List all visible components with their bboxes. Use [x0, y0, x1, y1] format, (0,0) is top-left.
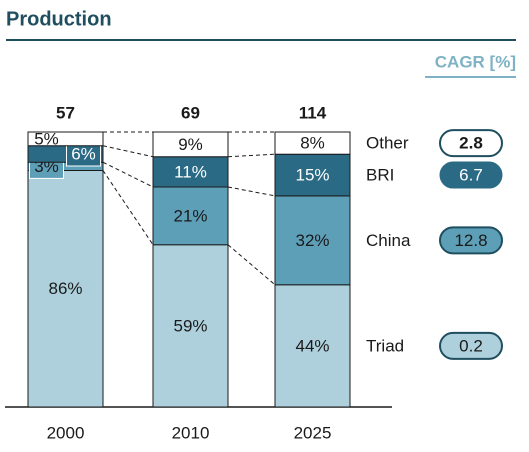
legend-label: Triad — [366, 336, 404, 355]
bar-segment — [274, 284, 351, 408]
x-tick-label: 2010 — [172, 423, 210, 442]
total-label: 114 — [299, 103, 327, 122]
value-label: 32% — [295, 231, 329, 250]
bar-segment — [152, 131, 229, 158]
value-label: 59% — [173, 316, 207, 335]
bar-segment — [274, 195, 351, 286]
x-tick-label: 2000 — [47, 423, 85, 442]
legend-label: BRI — [366, 166, 394, 185]
value-label: 11% — [174, 162, 207, 181]
bar-segment — [274, 131, 351, 155]
cagr-pill — [439, 226, 503, 255]
value-label: 21% — [173, 206, 207, 225]
cagr-value: 2.8 — [459, 134, 483, 153]
value-label: 9% — [178, 135, 203, 154]
cagr-pill — [439, 331, 503, 360]
cagr-header: CAGR [%] — [435, 52, 516, 71]
value-label: 15% — [295, 166, 329, 185]
legend-label: China — [366, 231, 411, 250]
connector — [227, 244, 276, 286]
cagr-value: 12.8 — [454, 231, 487, 250]
bar-segment — [152, 244, 229, 408]
cagr-value: 0.2 — [459, 336, 483, 355]
value-label: 5% — [34, 129, 59, 148]
connector — [227, 153, 276, 158]
bar-segment — [27, 170, 104, 408]
connector — [227, 186, 276, 197]
total-label: 57 — [56, 103, 75, 122]
value-label: 8% — [300, 134, 325, 153]
value-label: 6% — [71, 144, 96, 163]
legend-label: Other — [366, 134, 409, 153]
bar-segment — [27, 131, 104, 147]
cagr-pill — [439, 129, 503, 158]
bar-segment — [274, 153, 351, 197]
cagr-value: 6.7 — [459, 166, 483, 185]
total-label: 69 — [181, 103, 200, 122]
connector — [102, 161, 154, 188]
x-tick-label: 2025 — [294, 423, 332, 442]
value-label: 44% — [295, 336, 329, 355]
connector — [102, 145, 154, 158]
connector — [102, 170, 154, 246]
chart-title: Production — [6, 8, 112, 30]
value-label: 86% — [48, 279, 82, 298]
cagr-pill — [439, 161, 503, 189]
